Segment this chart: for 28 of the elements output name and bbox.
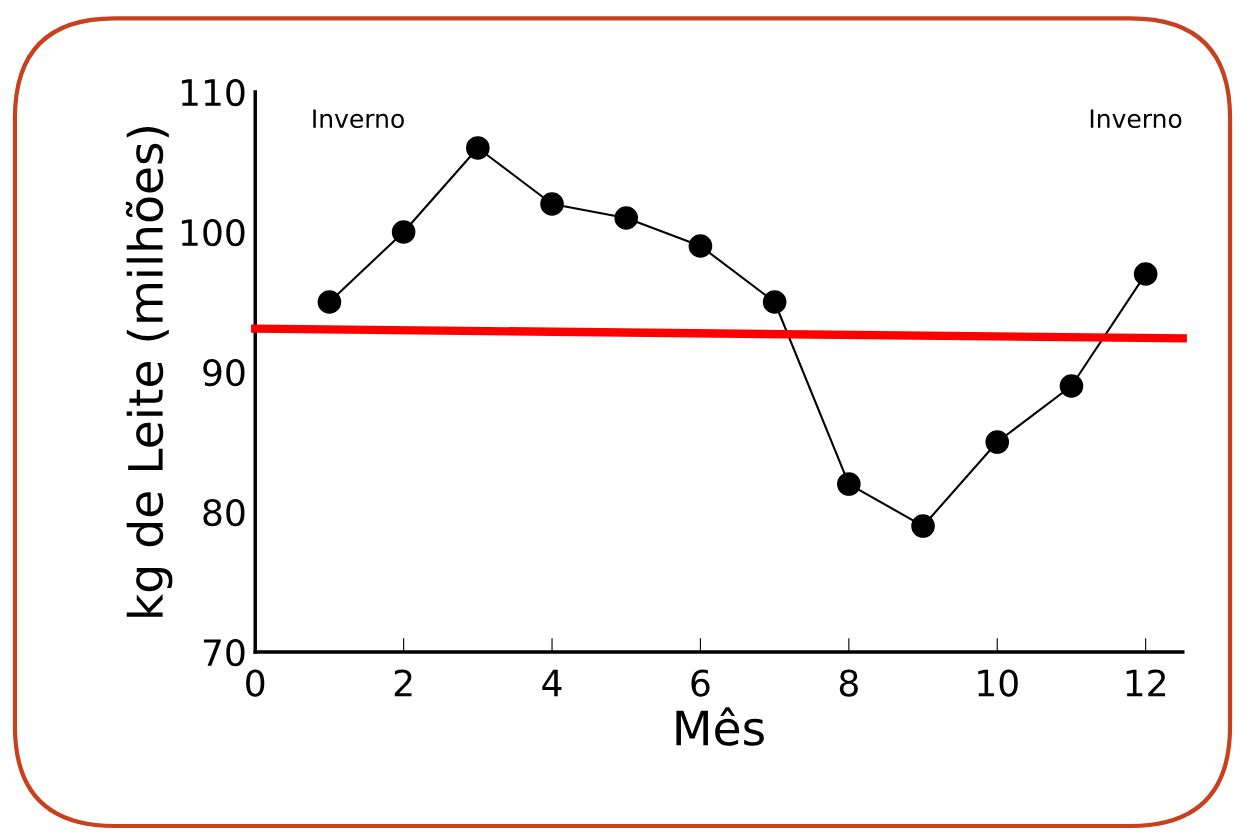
point (391, 220, 416, 244)
x-axis-title: Mês (676, 707, 764, 746)
point (911, 514, 935, 538)
point (762, 290, 787, 314)
x-tick-label: 6 (691, 669, 710, 697)
annotation: Inverno (1090, 109, 1182, 129)
point (837, 472, 861, 496)
x-tick-label: 4 (542, 669, 562, 697)
point (540, 192, 564, 216)
x-tick-label: 10 (978, 669, 1018, 697)
point (317, 290, 342, 314)
y-axis-title: kg de Leite (milhões) (125, 127, 173, 617)
y-tick-label: 110 (181, 78, 245, 107)
annotation: Inverno (313, 109, 404, 129)
y-tick-label: 90 (203, 358, 245, 387)
point (985, 430, 1010, 454)
y-tick-label: 100 (181, 218, 245, 247)
point (688, 234, 713, 258)
point (614, 206, 639, 230)
x-tick-label: 8 (839, 669, 858, 697)
x-tick-label: 12 (1126, 669, 1166, 697)
point (1059, 374, 1084, 398)
point (1133, 262, 1158, 286)
point (466, 136, 490, 160)
x-tick-label: 0 (246, 669, 265, 697)
y-tick-label: 80 (203, 498, 245, 527)
y-tick-label: 70 (203, 639, 245, 667)
x-tick-label: 2 (394, 669, 412, 697)
